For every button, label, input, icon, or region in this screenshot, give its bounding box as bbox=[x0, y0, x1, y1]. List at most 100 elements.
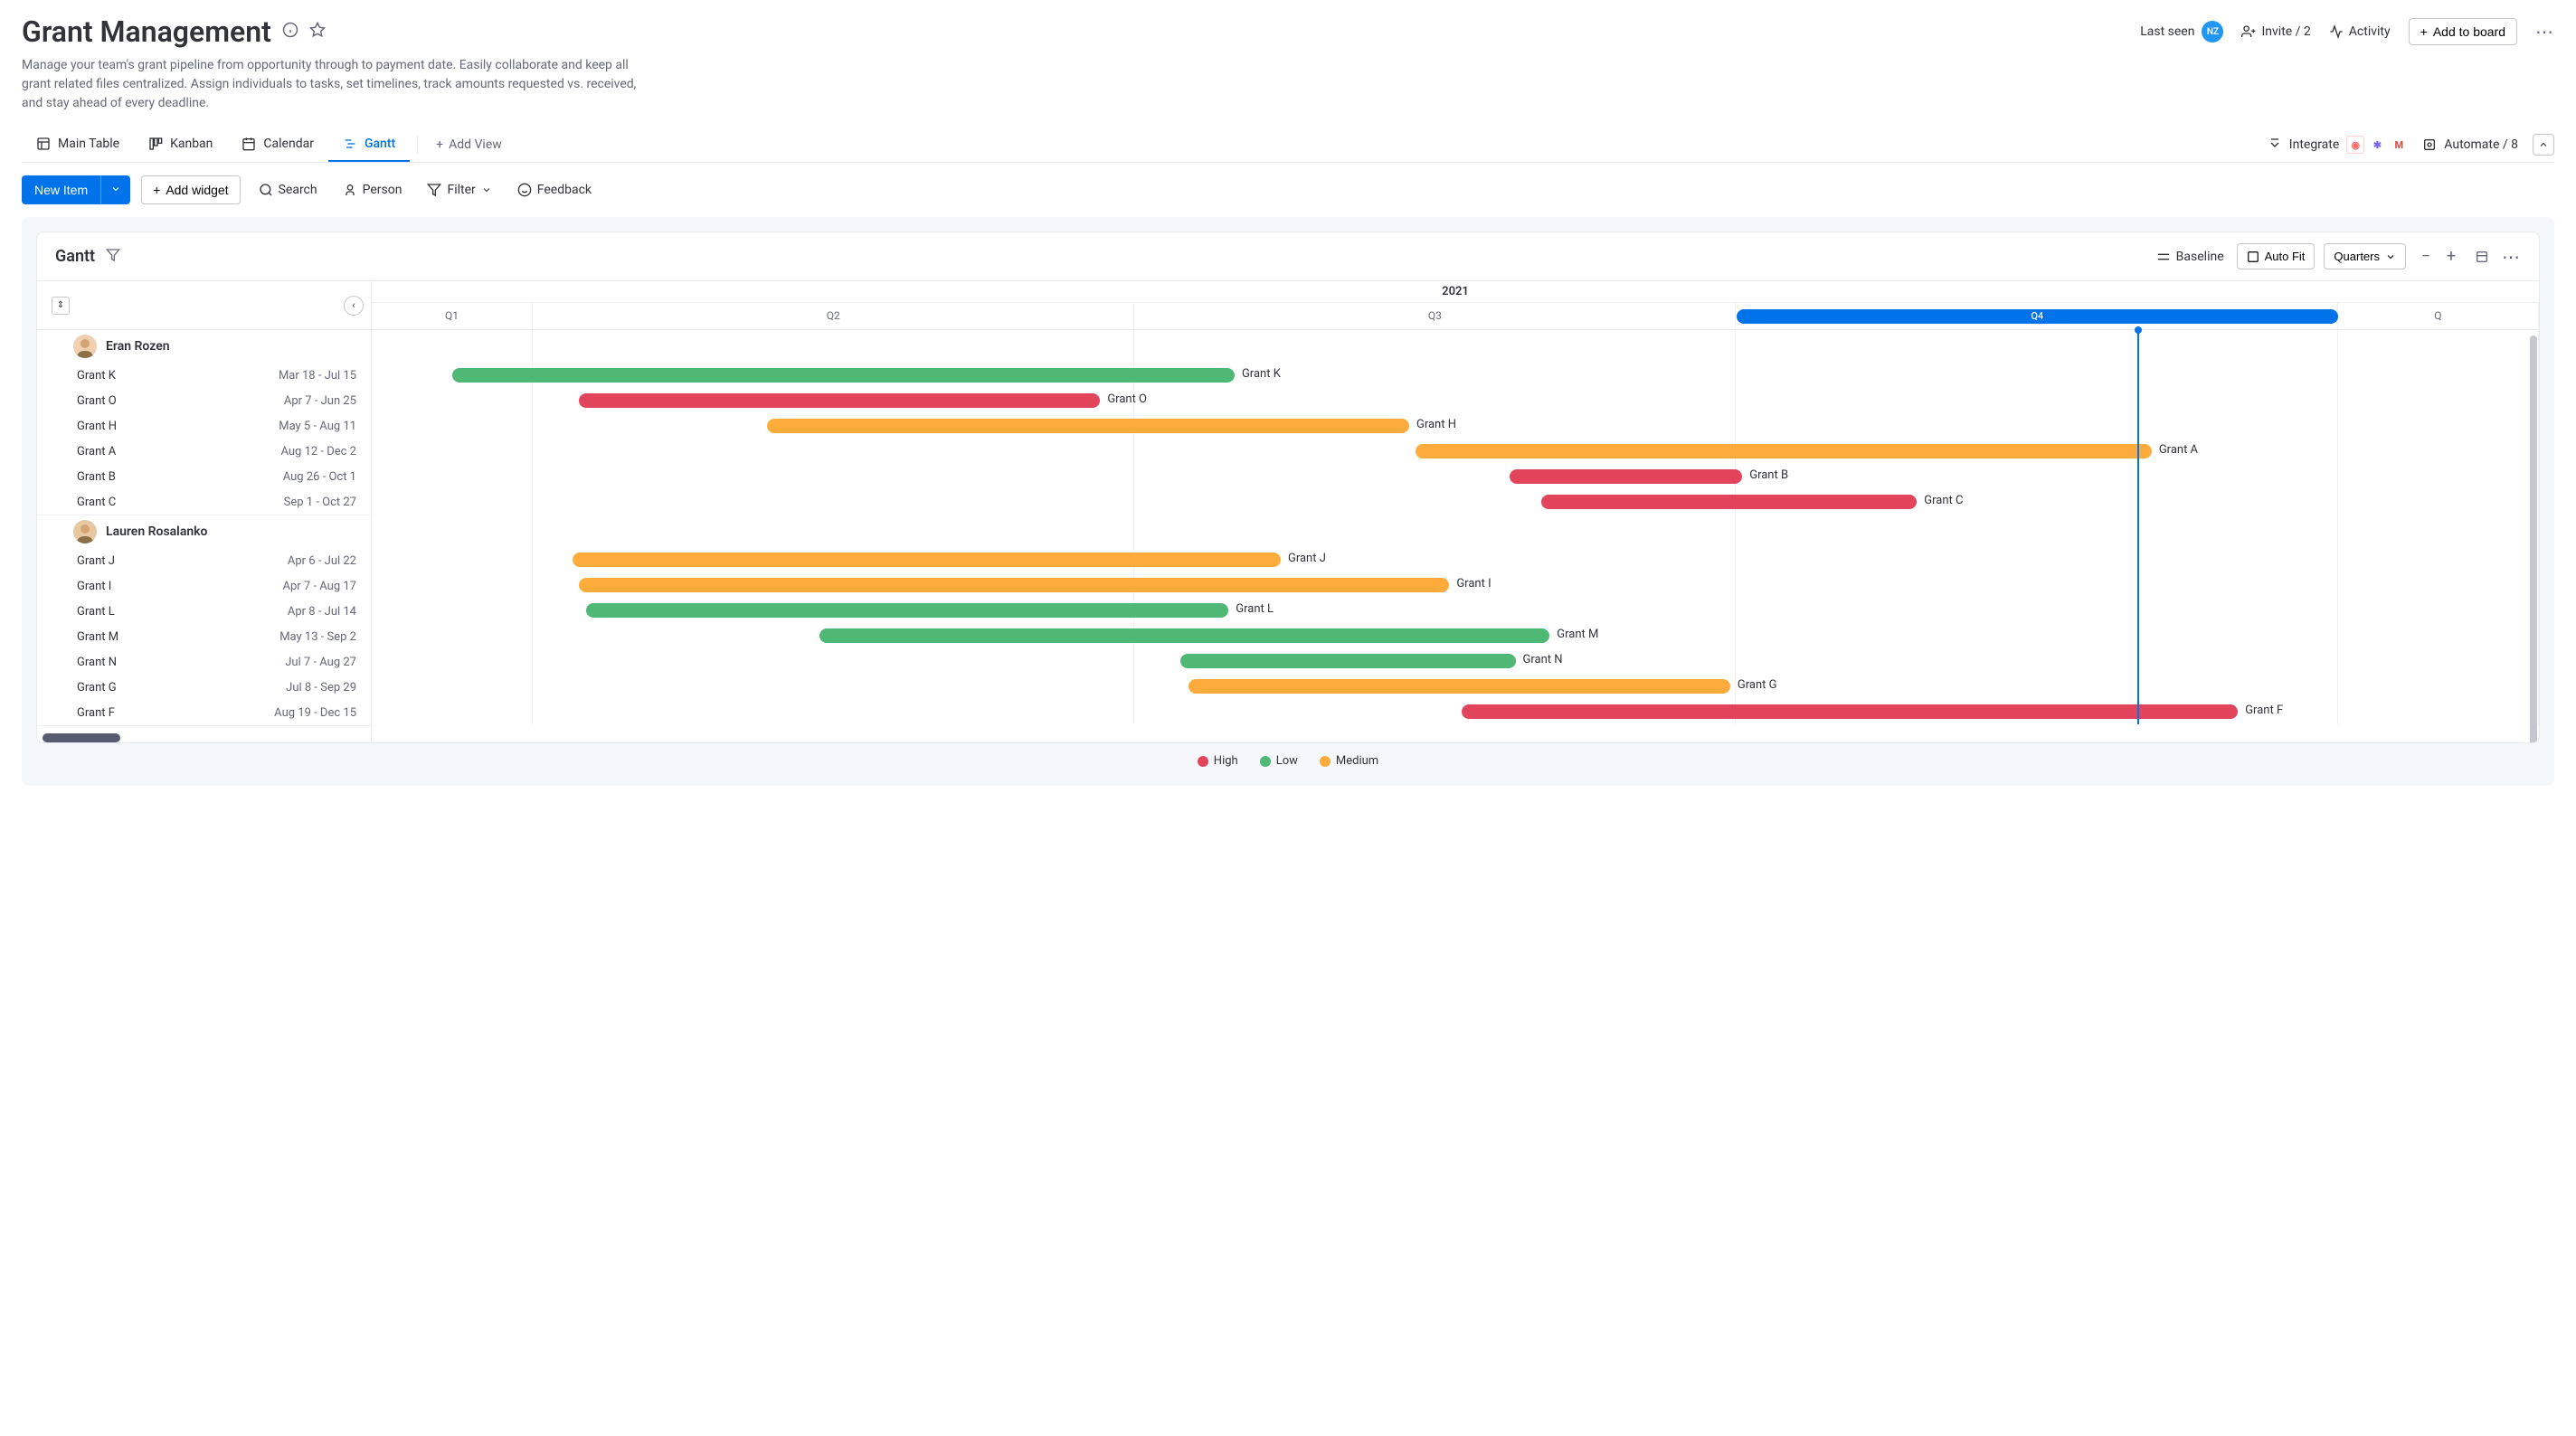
task-row[interactable]: Grant AAug 12 - Dec 2 bbox=[37, 439, 371, 464]
last-seen[interactable]: Last seen NZ bbox=[2140, 21, 2223, 43]
invite-button[interactable]: Invite / 2 bbox=[2241, 24, 2310, 39]
timeline-row: Grant F bbox=[372, 699, 2539, 724]
quarter-header: Q bbox=[2338, 303, 2539, 329]
task-row[interactable]: Grant N Jul 7 - Aug 27 bbox=[37, 649, 371, 675]
gantt-bar[interactable]: Grant G bbox=[1189, 679, 1730, 694]
task-row[interactable]: Grant IApr 7 - Aug 17 bbox=[37, 573, 371, 599]
task-name: Grant K bbox=[77, 369, 116, 383]
quarters-dropdown[interactable]: Quarters bbox=[2324, 243, 2406, 269]
gantt-timeline: 2021 Q1Q2Q3Q4QQ4 Grant KGrant OGrant HGr… bbox=[372, 281, 2539, 742]
gantt-bar[interactable]: Grant A bbox=[1416, 444, 2152, 458]
gantt-bar[interactable]: Grant O bbox=[579, 393, 1101, 408]
timeline-row: Grant A bbox=[372, 439, 2539, 464]
gantt-bar[interactable]: Grant K bbox=[452, 368, 1235, 383]
tab-gantt[interactable]: Gantt bbox=[328, 128, 410, 162]
gantt-task-list: ⇕ ‹ Eran RozenGrant KMar 18 - Jul 15Gran… bbox=[37, 281, 372, 742]
gantt-bar[interactable]: Grant N bbox=[1180, 654, 1515, 668]
auto-fit-button[interactable]: Auto Fit bbox=[2237, 243, 2316, 269]
person-header[interactable]: Lauren Rosalanko bbox=[37, 515, 371, 548]
person-filter-button[interactable]: Person bbox=[336, 179, 410, 201]
bar-label: Grant M bbox=[1557, 628, 1598, 641]
legend-label: High bbox=[1214, 754, 1238, 768]
tab-calendar[interactable]: Calendar bbox=[227, 128, 328, 162]
add-widget-button[interactable]: +Add widget bbox=[141, 175, 240, 204]
task-name: Grant N bbox=[77, 656, 117, 669]
search-button[interactable]: Search bbox=[251, 179, 325, 201]
filter-button[interactable]: Filter bbox=[420, 179, 498, 201]
task-row[interactable]: Grant JApr 6 - Jul 22 bbox=[37, 548, 371, 573]
chevron-down-icon bbox=[481, 184, 492, 195]
timeline-year: 2021 bbox=[372, 281, 2539, 303]
task-name: Grant B bbox=[77, 470, 116, 484]
task-dates: Sep 1 - Oct 27 bbox=[284, 496, 356, 509]
legend: HighLowMedium bbox=[36, 743, 2540, 771]
gantt-bar[interactable]: Grant B bbox=[1510, 469, 1742, 484]
gantt-bar[interactable]: Grant H bbox=[767, 419, 1409, 433]
page-title: Grant Management bbox=[22, 14, 271, 49]
task-name: Grant J bbox=[77, 554, 115, 568]
task-name: Grant C bbox=[77, 496, 116, 509]
bar-label: Grant L bbox=[1236, 602, 1274, 616]
automate-button[interactable]: Automate / 8 bbox=[2422, 137, 2518, 152]
task-row[interactable]: Grant KMar 18 - Jul 15 bbox=[37, 363, 371, 388]
legend-item: Low bbox=[1260, 754, 1298, 768]
collapse-header-button[interactable] bbox=[2533, 134, 2554, 156]
tab-main-table[interactable]: Main Table bbox=[22, 128, 134, 162]
add-view-button[interactable]: +Add View bbox=[425, 128, 513, 161]
integration-icon-gmail: M bbox=[2390, 136, 2408, 154]
new-item-dropdown[interactable] bbox=[100, 175, 130, 204]
bar-label: Grant C bbox=[1924, 494, 1963, 507]
add-to-board-button[interactable]: +Add to board bbox=[2409, 18, 2517, 45]
page-subtitle: Manage your team's grant pipeline from o… bbox=[22, 56, 655, 113]
gantt-bar[interactable]: Grant C bbox=[1541, 495, 1917, 509]
activity-button[interactable]: Activity bbox=[2329, 24, 2391, 39]
star-icon[interactable] bbox=[309, 22, 326, 42]
bar-label: Grant I bbox=[1456, 577, 1491, 590]
zoom-in-button[interactable]: + bbox=[2440, 246, 2462, 268]
bar-label: Grant O bbox=[1107, 392, 1147, 406]
collapse-all-button[interactable]: ⇕ bbox=[52, 297, 70, 315]
task-name: Grant L bbox=[77, 605, 115, 619]
gantt-bar[interactable]: Grant I bbox=[579, 578, 1450, 592]
gantt-more-icon[interactable]: ⋯ bbox=[2502, 246, 2521, 268]
task-dates: Apr 7 - Jun 25 bbox=[284, 394, 356, 408]
bar-label: Grant H bbox=[1416, 418, 1456, 431]
tab-kanban[interactable]: Kanban bbox=[134, 128, 227, 162]
export-icon[interactable] bbox=[2471, 246, 2493, 268]
gantt-bar[interactable]: Grant M bbox=[819, 628, 1550, 643]
timeline-row: Grant K bbox=[372, 363, 2539, 388]
collapse-sidebar-button[interactable]: ‹ bbox=[344, 296, 364, 316]
task-row[interactable]: Grant OApr 7 - Jun 25 bbox=[37, 388, 371, 413]
zoom-out-button[interactable]: − bbox=[2415, 246, 2437, 268]
integrate-button[interactable]: Integrate ◉ ✱ M bbox=[2268, 136, 2409, 154]
timeline-row: Grant J bbox=[372, 547, 2539, 572]
feedback-button[interactable]: Feedback bbox=[510, 179, 599, 201]
quarter-header: Q1 bbox=[372, 303, 533, 329]
info-icon[interactable] bbox=[282, 22, 298, 42]
gantt-filter-icon[interactable] bbox=[106, 248, 120, 266]
timeline-row: Grant N bbox=[372, 648, 2539, 674]
gantt-bar[interactable]: Grant F bbox=[1462, 704, 2239, 719]
task-row[interactable]: Grant FAug 19 - Dec 15 bbox=[37, 700, 371, 725]
baseline-button[interactable]: Baseline bbox=[2153, 246, 2228, 268]
task-name: Grant I bbox=[77, 580, 111, 593]
task-dates: Aug 12 - Dec 2 bbox=[280, 445, 356, 458]
task-dates: Jul 7 - Aug 27 bbox=[285, 656, 356, 669]
task-row[interactable]: Grant LApr 8 - Jul 14 bbox=[37, 599, 371, 624]
gantt-bar[interactable]: Grant L bbox=[586, 603, 1228, 618]
gantt-bar[interactable]: Grant J bbox=[573, 553, 1281, 567]
timeline-row: Grant G bbox=[372, 674, 2539, 699]
timeline-row: Grant I bbox=[372, 572, 2539, 598]
new-item-button[interactable]: New Item bbox=[22, 175, 100, 204]
task-row[interactable]: Grant GJul 8 - Sep 29 bbox=[37, 675, 371, 700]
horizontal-scrollbar[interactable] bbox=[43, 733, 120, 742]
more-icon[interactable]: ⋯ bbox=[2535, 21, 2554, 43]
last-seen-avatar: NZ bbox=[2202, 21, 2223, 43]
task-row[interactable]: Grant BAug 26 - Oct 1 bbox=[37, 464, 371, 489]
vertical-scrollbar[interactable] bbox=[2530, 335, 2537, 743]
task-row[interactable]: Grant MMay 13 - Sep 2 bbox=[37, 624, 371, 649]
timeline-row: Grant L bbox=[372, 598, 2539, 623]
task-row[interactable]: Grant C Sep 1 - Oct 27 bbox=[37, 489, 371, 515]
task-row[interactable]: Grant HMay 5 - Aug 11 bbox=[37, 413, 371, 439]
person-header[interactable]: Eran Rozen bbox=[37, 330, 371, 363]
